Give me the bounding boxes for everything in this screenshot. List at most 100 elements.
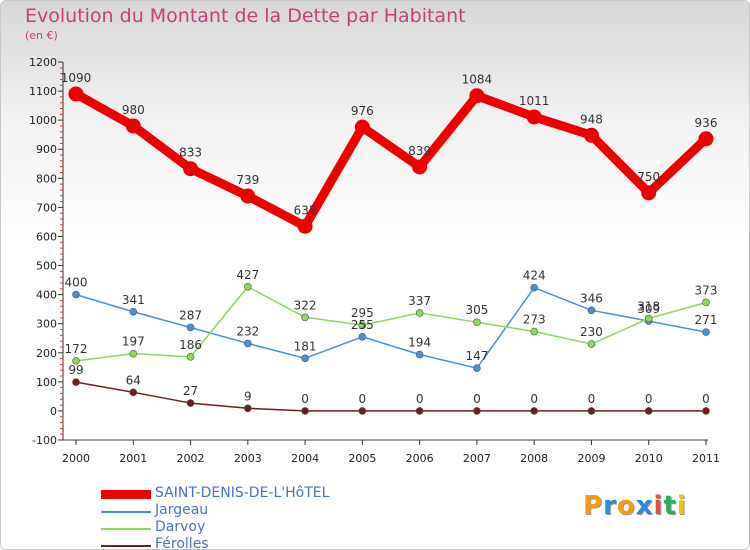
x-tick-label: 2001 bbox=[119, 452, 147, 465]
data-label-darvoy: 322 bbox=[294, 298, 317, 312]
data-label-darvoy: 318 bbox=[637, 299, 660, 313]
y-tick-label: 200 bbox=[36, 347, 57, 360]
data-label-jargeau: 147 bbox=[465, 349, 488, 363]
data-point-saint-denis-de-l-h-tel bbox=[68, 86, 84, 102]
data-label-f-rolles: 0 bbox=[359, 392, 367, 406]
x-tick-label: 2002 bbox=[177, 452, 205, 465]
data-point-f-rolles bbox=[644, 407, 653, 415]
data-label-f-rolles: 99 bbox=[68, 363, 83, 377]
data-point-f-rolles bbox=[72, 378, 80, 386]
axes: -100010020030040050060070080090010001100… bbox=[29, 56, 720, 465]
data-label-f-rolles: 0 bbox=[416, 392, 424, 406]
data-label-saint-denis-de-l-h-tel: 948 bbox=[580, 112, 603, 126]
data-point-jargeau bbox=[301, 354, 309, 363]
data-label-f-rolles: 64 bbox=[126, 373, 141, 387]
data-point-saint-denis-de-l-h-tel bbox=[412, 159, 428, 175]
data-point-darvoy bbox=[702, 298, 710, 307]
data-label-darvoy: 186 bbox=[179, 338, 202, 352]
x-tick-label: 2009 bbox=[577, 452, 605, 465]
legend-item-darvoy: Darvoy bbox=[101, 519, 361, 538]
x-tick-label: 2005 bbox=[348, 452, 376, 465]
data-label-jargeau: 424 bbox=[523, 269, 546, 283]
data-point-saint-denis-de-l-h-tel bbox=[240, 188, 256, 204]
legend-swatch-saint-denis-de-l-h-tel bbox=[101, 490, 151, 499]
data-point-saint-denis-de-l-h-tel bbox=[125, 118, 141, 134]
y-tick-label: 500 bbox=[36, 260, 57, 273]
data-label-jargeau: 341 bbox=[122, 293, 145, 307]
data-point-f-rolles bbox=[244, 404, 252, 413]
data-label-darvoy: 273 bbox=[523, 313, 546, 327]
data-label-saint-denis-de-l-h-tel: 980 bbox=[122, 103, 145, 117]
data-point-darvoy bbox=[72, 357, 80, 365]
series-line-jargeau bbox=[75, 286, 707, 369]
data-label-jargeau: 400 bbox=[65, 276, 88, 290]
x-tick-label: 2008 bbox=[520, 452, 548, 465]
data-label-darvoy: 172 bbox=[65, 342, 88, 356]
data-point-jargeau bbox=[587, 306, 596, 315]
y-tick-label: 800 bbox=[36, 172, 57, 185]
legend-item-saint-denis-de-l-h-tel: SAINT-DENIS-DE-L'HôTEL bbox=[101, 485, 361, 504]
x-tick-label: 2010 bbox=[635, 452, 663, 465]
data-label-f-rolles: 0 bbox=[473, 392, 481, 406]
data-label-darvoy: 427 bbox=[236, 268, 259, 282]
data-label-jargeau: 309 bbox=[637, 302, 660, 316]
data-point-jargeau bbox=[473, 364, 481, 372]
y-tick-label: 100 bbox=[36, 376, 57, 389]
data-label-saint-denis-de-l-h-tel: 976 bbox=[351, 104, 374, 118]
legend-swatch-f-rolles bbox=[101, 545, 151, 547]
legend-label-darvoy: Darvoy bbox=[155, 519, 206, 535]
data-point-jargeau bbox=[72, 290, 80, 299]
data-point-f-rolles bbox=[301, 407, 309, 415]
data-point-darvoy bbox=[244, 282, 252, 291]
x-tick-label: 2011 bbox=[692, 452, 720, 465]
data-point-f-rolles bbox=[702, 407, 710, 415]
series-line-saint-denis-de-l-h-tel bbox=[71, 89, 711, 231]
legend-label-f-rolles: Férolles bbox=[155, 536, 209, 550]
y-tick-label: 300 bbox=[36, 318, 57, 331]
data-label-f-rolles: 0 bbox=[530, 392, 538, 406]
data-label-jargeau: 232 bbox=[236, 324, 259, 338]
data-point-saint-denis-de-l-h-tel bbox=[526, 109, 542, 125]
data-point-jargeau bbox=[358, 332, 367, 341]
y-tick-label: 900 bbox=[36, 143, 57, 156]
data-point-f-rolles bbox=[587, 407, 596, 415]
y-tick-label: 1000 bbox=[29, 114, 57, 127]
y-tick-label: 400 bbox=[36, 289, 57, 302]
data-point-f-rolles bbox=[129, 388, 138, 397]
data-point-saint-denis-de-l-h-tel bbox=[641, 185, 657, 201]
legend: SAINT-DENIS-DE-L'HôTEL Jargeau Darvoy Férol… bbox=[101, 485, 361, 550]
y-tick-label: 0 bbox=[50, 405, 57, 418]
data-label-f-rolles: 0 bbox=[588, 392, 596, 406]
data-point-f-rolles bbox=[358, 407, 367, 415]
y-tick-label: 600 bbox=[36, 230, 57, 243]
data-label-jargeau: 271 bbox=[695, 313, 718, 327]
legend-item-f-rolles: Férolles bbox=[101, 536, 361, 550]
data-point-saint-denis-de-l-h-tel bbox=[583, 127, 599, 143]
data-label-saint-denis-de-l-h-tel: 1084 bbox=[462, 73, 493, 87]
series-line-f-rolles bbox=[75, 381, 707, 412]
data-label-f-rolles: 0 bbox=[301, 392, 309, 406]
data-label-f-rolles: 27 bbox=[183, 384, 198, 398]
x-tick-label: 2004 bbox=[291, 452, 319, 465]
data-point-jargeau bbox=[702, 328, 710, 336]
data-label-darvoy: 230 bbox=[580, 325, 603, 339]
legend-swatch-darvoy bbox=[101, 528, 151, 530]
legend-label-jargeau: Jargeau bbox=[155, 502, 209, 518]
data-point-jargeau bbox=[186, 323, 195, 332]
data-label-jargeau: 287 bbox=[179, 308, 202, 322]
data-label-f-rolles: 0 bbox=[645, 392, 653, 406]
series-layer bbox=[68, 86, 714, 415]
data-point-jargeau bbox=[244, 339, 252, 348]
data-point-saint-denis-de-l-h-tel bbox=[297, 218, 313, 234]
data-label-darvoy: 337 bbox=[408, 294, 431, 308]
data-point-darvoy bbox=[415, 309, 424, 317]
data-point-f-rolles bbox=[415, 407, 424, 415]
data-label-saint-denis-de-l-h-tel: 750 bbox=[637, 170, 660, 184]
legend-label-saint-denis-de-l-h-tel: SAINT-DENIS-DE-L'HôTEL bbox=[155, 485, 330, 501]
proxiti-logo: Proxiti bbox=[583, 491, 687, 521]
y-tick-label: -100 bbox=[32, 434, 57, 447]
data-point-f-rolles bbox=[473, 407, 481, 415]
chart-subtitle: (en €) bbox=[25, 29, 58, 42]
data-point-f-rolles bbox=[530, 407, 538, 415]
